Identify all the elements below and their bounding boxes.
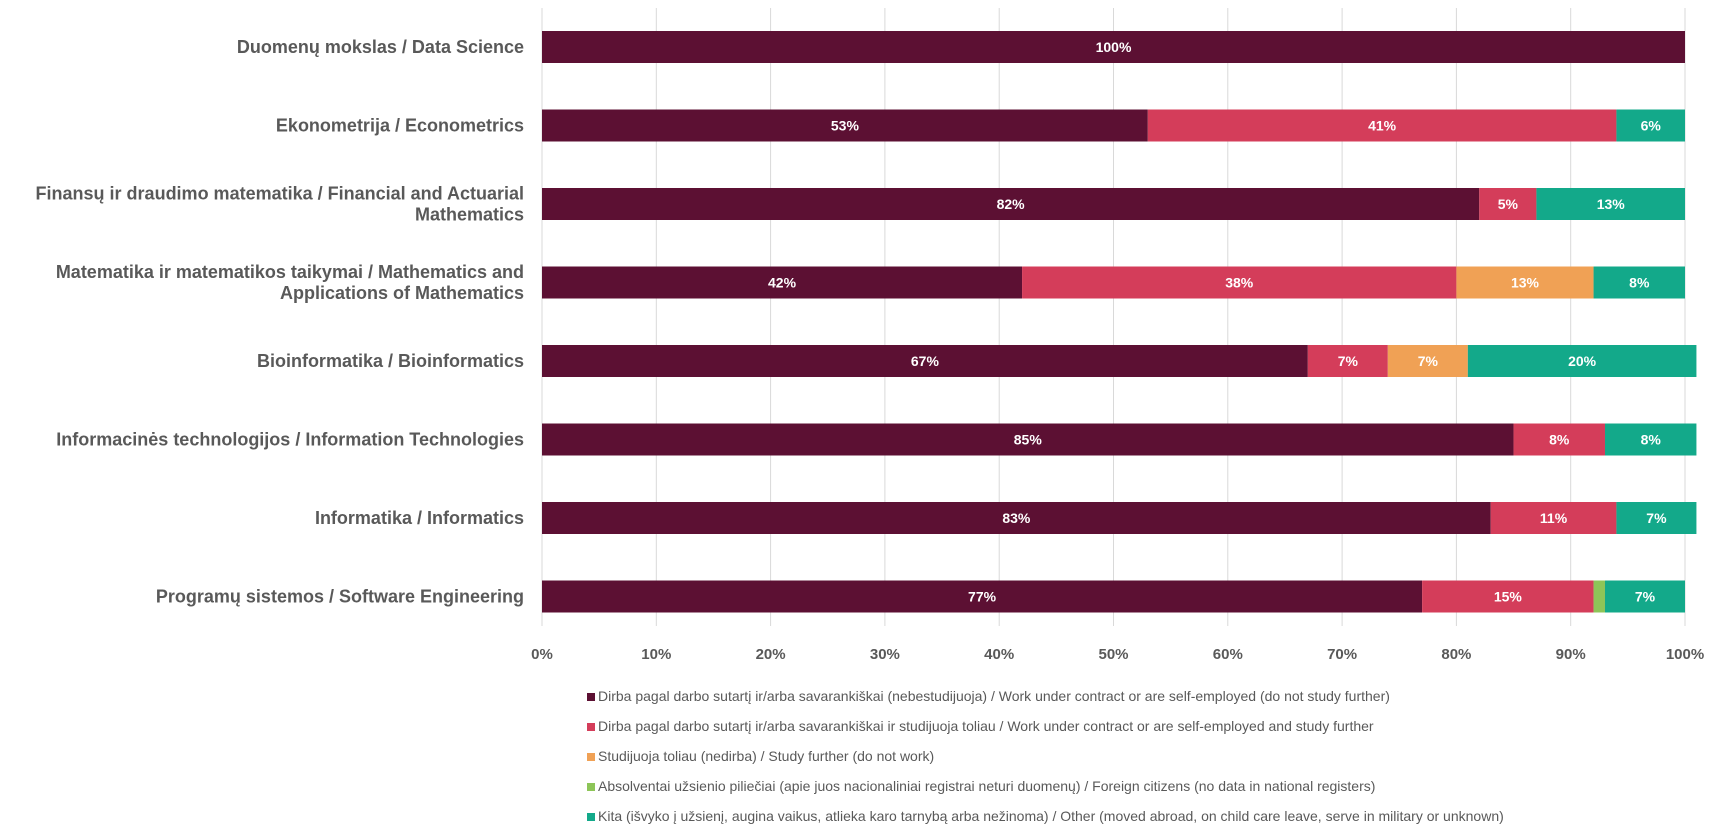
bar-segment: [1490, 502, 1617, 534]
bar-segment: [1593, 580, 1605, 613]
data-label: 7%: [1635, 589, 1656, 605]
bar-segment: [542, 31, 1685, 63]
legend-swatch: [587, 753, 595, 761]
data-label: 15%: [1494, 589, 1523, 605]
data-label: 41%: [1368, 118, 1397, 134]
data-label: 42%: [768, 275, 797, 291]
data-label: 85%: [1014, 432, 1043, 448]
data-label: 8%: [1549, 432, 1570, 448]
x-axis-tick-labels: 0% 10% 20% 30% 40% 50% 60% 70% 80% 90% 100%: [531, 646, 1704, 663]
category-label: Matematika ir matematikos taikymai / Mat…: [56, 262, 524, 282]
data-label: 38%: [1225, 275, 1254, 291]
data-label: 20%: [1568, 353, 1597, 369]
category-label: Applications of Mathematics: [280, 283, 524, 303]
bar-segment: [1022, 266, 1457, 299]
legend: Dirba pagal darbo sutartį ir/arba savara…: [587, 688, 1504, 824]
x-tick-label: 30%: [870, 646, 900, 663]
x-tick-label: 90%: [1556, 646, 1586, 663]
x-tick-label: 10%: [641, 646, 671, 663]
data-label: 100%: [1096, 39, 1132, 55]
data-label: 7%: [1646, 510, 1667, 526]
data-label: 5%: [1498, 196, 1519, 212]
x-tick-label: 20%: [756, 646, 786, 663]
data-label: 8%: [1629, 275, 1650, 291]
x-tick-label: 0%: [531, 646, 553, 663]
bar-segment: [1513, 423, 1605, 456]
bar-segment: [1147, 109, 1617, 142]
x-tick-label: 50%: [1098, 646, 1128, 663]
data-label: 6%: [1641, 118, 1662, 134]
bars: [542, 31, 1697, 613]
data-label: 82%: [997, 196, 1026, 212]
legend-label: Dirba pagal darbo sutartį ir/arba savara…: [598, 718, 1374, 734]
data-labels: 100% 53% 41% 6% 82% 5% 13% 42% 38% 13% 8% 67% 7% 7% 20…: [768, 39, 1667, 605]
data-label: 11%: [1540, 510, 1568, 526]
x-tick-label: 40%: [984, 646, 1014, 663]
category-label: Programų sistemos / Software Engineering: [156, 587, 524, 607]
bar-segment: [1422, 580, 1594, 613]
bar-segment: [542, 266, 1023, 299]
bar-segment: [542, 423, 1514, 456]
category-label: Informatika / Informatics: [315, 508, 524, 528]
x-tick-label: 100%: [1666, 646, 1704, 663]
x-tick-label: 80%: [1441, 646, 1471, 663]
category-label: Mathematics: [415, 205, 524, 225]
category-label: Bioinformatika / Bioinformatics: [257, 351, 524, 371]
bar-segment: [1536, 188, 1685, 220]
data-label: 83%: [1002, 510, 1031, 526]
bar-segment: [1593, 266, 1685, 299]
data-label: 53%: [831, 118, 860, 134]
bar-segment: [1456, 266, 1594, 299]
bar-segment: [1604, 580, 1685, 613]
x-tick-label: 60%: [1213, 646, 1243, 663]
legend-label: Absolventai užsienio piliečiai (apie juo…: [598, 778, 1375, 794]
legend-swatch: [587, 813, 595, 821]
bar-segment: [542, 188, 1480, 220]
legend-swatch: [587, 723, 595, 731]
bar-segment: [1616, 502, 1697, 534]
data-label: 7%: [1418, 353, 1439, 369]
bar-segment: [1467, 345, 1697, 377]
bar-segment: [1387, 345, 1468, 377]
data-label: 13%: [1597, 196, 1626, 212]
x-tick-label: 70%: [1327, 646, 1357, 663]
data-label: 77%: [968, 589, 997, 605]
data-label: 67%: [911, 353, 940, 369]
legend-swatch: [587, 783, 595, 791]
bar-segment: [1616, 109, 1685, 142]
category-label: Duomenų mokslas / Data Science: [237, 37, 524, 57]
bar-segment: [542, 109, 1148, 142]
category-label: Informacinės technologijos / Information…: [56, 430, 524, 450]
legend-swatch: [587, 693, 595, 701]
bar-segment: [542, 580, 1423, 613]
category-label: Finansų ir draudimo matematika / Financi…: [36, 184, 524, 204]
data-label: 8%: [1641, 432, 1662, 448]
bar-segment: [542, 502, 1491, 534]
category-label: Ekonometrija / Econometrics: [276, 116, 524, 136]
bar-segment: [1307, 345, 1388, 377]
data-label: 13%: [1511, 275, 1540, 291]
category-labels: Duomenų mokslas / Data Science Ekonometri…: [36, 37, 524, 607]
data-label: 7%: [1338, 353, 1359, 369]
bar-segment: [1479, 188, 1537, 220]
legend-label: Dirba pagal darbo sutartį ir/arba savara…: [598, 688, 1390, 704]
bar-segment: [542, 345, 1308, 377]
bar-segment: [1604, 423, 1697, 456]
legend-label: Studijuoja toliau (nedirba) / Study furt…: [598, 748, 934, 764]
legend-label: Kita (išvyko į užsienį, augina vaikus, a…: [598, 808, 1504, 824]
